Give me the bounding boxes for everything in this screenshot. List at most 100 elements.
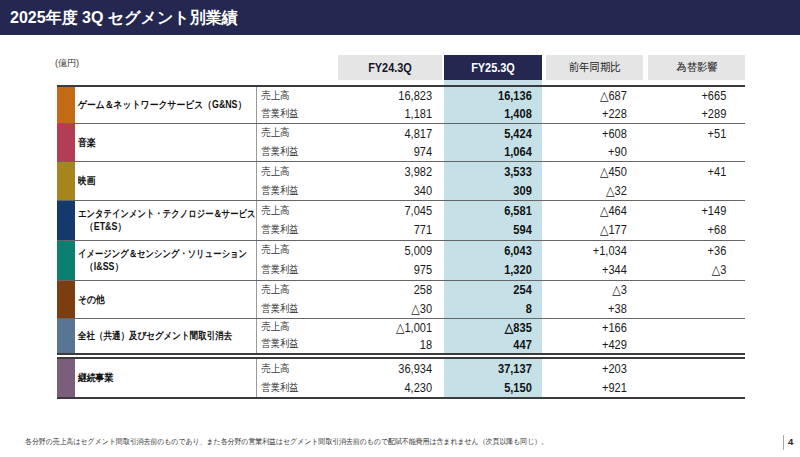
segment-color-bar [57, 359, 75, 397]
value-fy25: 447 [459, 337, 542, 352]
segment-name: 映画 [75, 162, 257, 200]
metric-label: 営業利益 [257, 184, 321, 198]
metric-label: 営業利益 [257, 145, 321, 159]
value-yoy: △450 [557, 164, 643, 179]
profit-row: 営業利益 △30 8 +38 [257, 299, 745, 318]
segment-color-bar [57, 281, 75, 319]
value-yoy: +608 [557, 126, 643, 141]
segment-row-gns: ゲーム＆ネットワークサービス（G&NS） 売上高 16,823 16,136 △… [57, 87, 745, 125]
metric-label: 売上高 [257, 89, 321, 103]
value-yoy: △687 [557, 88, 643, 103]
sales-row: 売上高 △1,001 △835 +166 [257, 319, 745, 336]
value-fy24: 18 [347, 337, 444, 352]
profit-row: 営業利益 4,230 5,150 +921 [257, 378, 745, 397]
page-number-divider [783, 435, 784, 450]
column-header-fx: 為替影響 [648, 55, 745, 80]
metric-label: 売上高 [257, 204, 321, 218]
value-fy25: 8 [459, 301, 542, 316]
metric-label: 売上高 [257, 362, 321, 376]
value-fy25: 254 [459, 282, 542, 297]
value-yoy: +921 [557, 380, 643, 395]
profit-row: 営業利益 340 309 △32 [257, 181, 745, 200]
total-row-continuing-operations: 継続事業 売上高 36,934 37,137 +203 営業利益 4,230 5… [57, 359, 745, 397]
value-yoy: +344 [557, 262, 643, 277]
segment-table: ゲーム＆ネットワークサービス（G&NS） 売上高 16,823 16,136 △… [57, 85, 745, 355]
sales-row: 売上高 3,982 3,533 △450 +41 [257, 162, 745, 181]
value-fy24: △1,001 [347, 320, 444, 335]
value-fy24: 340 [347, 183, 444, 198]
value-fy25: 16,136 [459, 88, 542, 103]
segment-name: 継続事業 [75, 359, 257, 397]
value-fy24: 4,230 [347, 380, 444, 395]
sales-row: 売上高 16,823 16,136 △687 +665 [257, 87, 745, 105]
column-header-fy25: FY25.3Q [444, 55, 542, 80]
value-fy25: 1,320 [459, 262, 542, 277]
segment-row-other: その他 売上高 258 254 △3 営業利益 △30 8 +38 [57, 281, 745, 320]
segment-color-bar [57, 319, 75, 353]
value-yoy: △32 [557, 183, 643, 198]
value-fx: +68 [658, 222, 745, 237]
value-fx: +289 [658, 106, 745, 121]
segment-color-bar [57, 162, 75, 200]
value-yoy: +228 [557, 106, 643, 121]
segment-row-iss: イメージング＆センシング・ソリューション（I&SS） 売上高 5,009 6,0… [57, 241, 745, 281]
value-yoy: +429 [557, 337, 643, 352]
profit-row: 営業利益 975 1,320 +344 △3 [257, 260, 745, 280]
value-fy25: 37,137 [459, 361, 542, 376]
value-fy25: 3,533 [459, 164, 542, 179]
segment-color-bar [57, 87, 75, 124]
metric-label: 売上高 [257, 283, 321, 297]
metric-label: 売上高 [257, 320, 321, 334]
metric-label: 営業利益 [257, 263, 321, 277]
value-yoy: △464 [557, 203, 643, 218]
sales-row: 売上高 5,009 6,043 +1,034 +36 [257, 241, 745, 261]
value-fy24: 771 [347, 222, 444, 237]
value-yoy: +1,034 [557, 243, 643, 258]
value-fy25: 1,064 [459, 144, 542, 159]
metric-label: 営業利益 [257, 107, 321, 121]
metric-label: 営業利益 [257, 223, 321, 237]
value-fy24: 5,009 [347, 243, 444, 258]
segment-name: エンタテインメント・テクノロジー＆サービス（ET&S） [75, 201, 257, 240]
segment-row-music: 音楽 売上高 4,817 5,424 +608 +51 営業利益 974 1,0… [57, 124, 745, 162]
value-fy24: 4,817 [347, 126, 444, 141]
value-fx: △3 [658, 262, 745, 277]
segment-row-pictures: 映画 売上高 3,982 3,533 △450 +41 営業利益 340 309… [57, 162, 745, 201]
value-fy24: 258 [347, 282, 444, 297]
value-fx: +149 [658, 203, 745, 218]
segment-name: 音楽 [75, 124, 257, 161]
footnote: 各分野の売上高はセグメント間取引消去前のものであり、また各分野の営業利益はセグメ… [25, 437, 548, 447]
value-fy25: △835 [459, 320, 542, 335]
value-fx: +51 [658, 126, 745, 141]
profit-row: 営業利益 771 594 △177 +68 [257, 220, 745, 239]
value-yoy: △177 [557, 222, 643, 237]
value-fx: +36 [658, 243, 745, 258]
page-title: 2025年度 3Q セグメント別業績 [10, 0, 238, 35]
value-fy25: 5,150 [459, 380, 542, 395]
value-fy25: 1,408 [459, 106, 542, 121]
total-table: 継続事業 売上高 36,934 37,137 +203 営業利益 4,230 5… [57, 357, 745, 399]
segment-name: イメージング＆センシング・ソリューション（I&SS） [75, 241, 257, 280]
title-bar: 2025年度 3Q セグメント別業績 [0, 0, 800, 35]
value-fy25: 594 [459, 222, 542, 237]
unit-label: (億円) [55, 57, 79, 70]
profit-row: 営業利益 18 447 +429 [257, 336, 745, 353]
segment-color-bar [57, 124, 75, 161]
profit-row: 営業利益 1,181 1,408 +228 +289 [257, 105, 745, 123]
segment-color-bar [57, 201, 75, 240]
value-fy24: △30 [347, 301, 444, 316]
column-header-fy24: FY24.3Q [338, 55, 442, 80]
sales-row: 売上高 4,817 5,424 +608 +51 [257, 124, 745, 143]
value-yoy: +90 [557, 144, 643, 159]
segment-row-ets: エンタテインメント・テクノロジー＆サービス（ET&S） 売上高 7,045 6,… [57, 201, 745, 241]
value-yoy: △3 [557, 282, 643, 297]
value-fx: +41 [658, 164, 745, 179]
sales-row: 売上高 36,934 37,137 +203 [257, 359, 745, 378]
page-number: 4 [788, 436, 793, 447]
value-fy25: 6,581 [459, 203, 542, 218]
value-fy24: 975 [347, 262, 444, 277]
profit-row: 営業利益 974 1,064 +90 [257, 143, 745, 162]
value-fy24: 16,823 [347, 88, 444, 103]
segment-row-corporate: 全社（共通）及びセグメント間取引消去 売上高 △1,001 △835 +166 … [57, 319, 745, 355]
value-fy24: 1,181 [347, 106, 444, 121]
